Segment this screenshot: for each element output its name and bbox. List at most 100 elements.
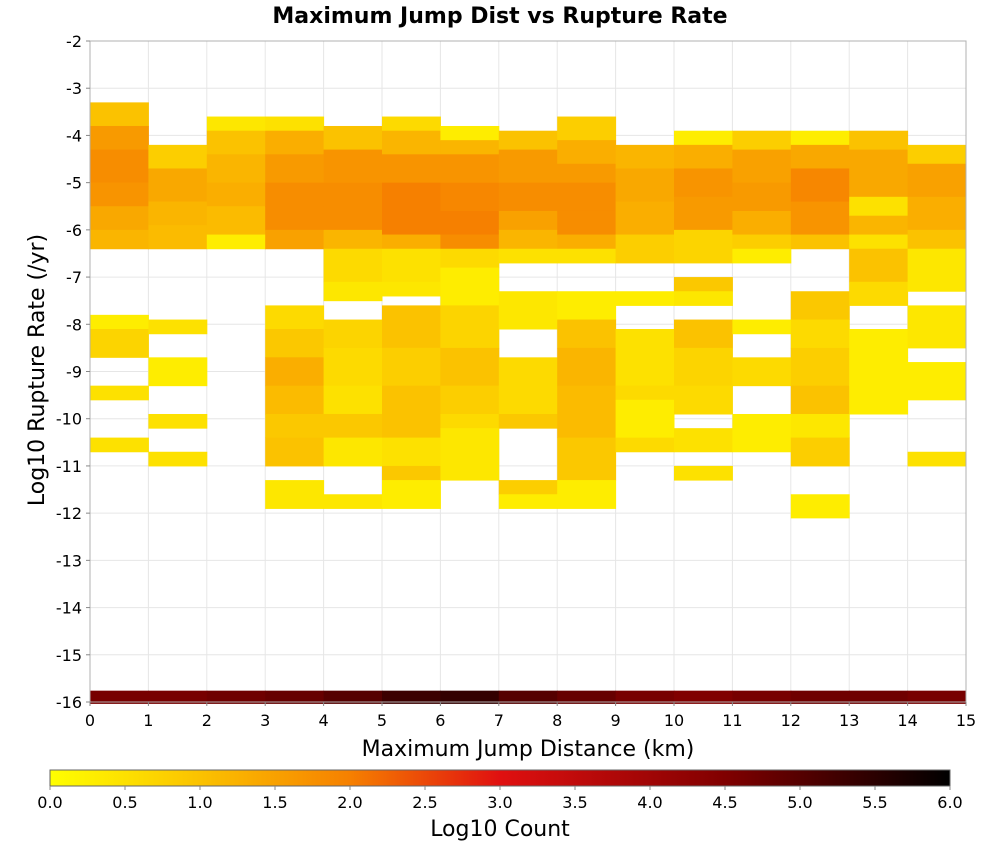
heatmap-cell-x4-1	[323, 149, 383, 184]
x-tick-label-4: 4	[319, 711, 329, 730]
y-tick-label-11: -13	[56, 551, 82, 570]
heatmap-cell-x7-0	[498, 130, 558, 151]
y-tick-label-6: -8	[66, 315, 82, 334]
heatmap-cell-x6-7	[440, 267, 500, 306]
heatmap-cell-x1-4	[148, 319, 208, 335]
heatmap-cell-x3-0	[265, 116, 325, 132]
y-tick-label-5: -7	[66, 268, 82, 287]
heatmap-cell-x6-2	[440, 154, 500, 184]
x-tick-label-1: 1	[143, 711, 153, 730]
heatmap-cell-x4-9	[323, 385, 383, 415]
heatmap-cell-x5-5	[382, 234, 441, 250]
x-tick-label-14: 14	[897, 711, 917, 730]
x-axis-label: Maximum Jump Distance (km)	[362, 737, 695, 762]
heatmap-cell-x3-6	[265, 305, 325, 330]
heatmap-cell-x13-5	[849, 248, 909, 283]
heatmap-cell-x5-3	[382, 182, 441, 212]
heatmap-cell-x6-10	[440, 385, 500, 415]
colorbar-tick-label-3: 1.5	[262, 793, 287, 812]
y-tick-label-13: -15	[56, 646, 82, 665]
heatmap-cell-x2-5	[206, 234, 266, 250]
heatmap-cell-x7-3	[498, 210, 558, 231]
heatmap-cells	[90, 102, 967, 704]
y-tick-label-4: -6	[66, 221, 82, 240]
heatmap-cell-x4-10	[323, 413, 383, 439]
heatmap-cell-x11-6	[732, 319, 792, 335]
heatmap-cell-x13-3	[849, 215, 909, 236]
heatmap-cell-x1-7	[148, 451, 208, 467]
colorbar	[49, 769, 951, 787]
heatmap-cell-x1-3	[148, 225, 208, 250]
heatmap-cell-x4-3	[323, 206, 383, 231]
colorbar-tick-label-0: 0.0	[37, 793, 62, 812]
x-tick-label-15: 15	[956, 711, 976, 730]
heatmap-cell-x5-2	[382, 154, 441, 184]
heatmap-cell-x6-6	[440, 248, 500, 269]
heatmap-cell-x8-8	[557, 319, 617, 349]
colorbar-tick-label-10: 5.0	[787, 793, 812, 812]
heatmap-cell-x7-8	[498, 413, 558, 429]
y-tick-label-1: -3	[66, 79, 82, 98]
heatmap-cell-x2-3	[206, 182, 266, 207]
heatmap-cell-x9-1	[615, 168, 675, 203]
x-tick-label-8: 8	[552, 711, 562, 730]
heatmap-cell-bottom-0	[90, 690, 149, 704]
x-tick-label-7: 7	[494, 711, 504, 730]
heatmap-cell-x3-11	[265, 437, 325, 467]
heatmap-cell-x14-2	[907, 196, 967, 231]
heatmap-cell-bottom-4	[323, 690, 383, 704]
heatmap-cell-x1-0	[148, 144, 208, 169]
heatmap-cell-x1-6	[148, 413, 208, 429]
heatmap-cell-x13-4	[849, 234, 909, 250]
heatmap-cell-x0-1	[90, 125, 149, 151]
heatmap-cell-x12-10	[790, 437, 850, 467]
heatmap-cell-x8-10	[557, 385, 617, 439]
heatmap-cell-x13-8	[849, 357, 909, 387]
colorbar-tick-label-1: 0.5	[112, 793, 137, 812]
heatmap-cell-x7-9	[498, 480, 558, 495]
heatmap-cell-bottom-2	[206, 690, 266, 704]
heatmap-cell-x3-5	[265, 229, 325, 250]
heatmap-cell-x6-5	[440, 234, 500, 250]
heatmap-cell-x7-4	[498, 229, 558, 250]
y-tick-label-10: -12	[56, 504, 82, 523]
heatmap-cell-x5-0	[382, 116, 441, 132]
heatmap-cell-x5-13	[382, 480, 441, 509]
heatmap-cell-x4-6	[323, 281, 383, 302]
heatmap-cell-x12-1	[790, 144, 850, 169]
heatmap-cell-x4-5	[323, 248, 383, 283]
heatmap-cell-bottom-11	[732, 690, 792, 704]
x-tick-label-12: 12	[781, 711, 801, 730]
heatmap-cell-x0-8	[90, 385, 149, 401]
y-axis-ticks: -2 -3 -4 -5 -6 -7 -8 -9 -10 -11 -12 -13 -14 -15 -16	[56, 32, 90, 712]
heatmap-cell-x6-4	[440, 210, 500, 236]
heatmap-cell-bottom-14	[907, 690, 967, 704]
x-tick-label-5: 5	[377, 711, 387, 730]
heatmap-cell-x3-7	[265, 329, 325, 358]
heatmap-cell-x9-8	[615, 437, 675, 453]
colorbar-ticks: 0.0 0.5 1.0 1.5 2.0 2.5 3.0 3.5 4.0 4.5 5.0 5.5 6.0	[37, 786, 963, 812]
heatmap-cell-x1-1	[148, 168, 208, 203]
y-tick-label-9: -11	[56, 457, 82, 476]
heatmap-cell-x10-0	[674, 130, 733, 146]
heatmap-cell-x3-9	[265, 385, 325, 415]
heatmap-cell-x13-7	[849, 329, 909, 358]
heatmap-cell-bottom-5	[382, 690, 441, 704]
heatmap-cell-x10-6	[674, 291, 733, 306]
heatmap-cell-x13-1	[849, 149, 909, 198]
heatmap-cell-x7-7	[498, 357, 558, 415]
heatmap-cell-x10-1	[674, 144, 733, 169]
heatmap-cell-x3-4	[265, 206, 325, 231]
heatmap-cell-bottom-1	[148, 690, 208, 704]
heatmap-cell-x11-2	[732, 182, 792, 212]
y-tick-label-7: -9	[66, 363, 82, 382]
colorbar-tick-label-11: 5.5	[862, 793, 887, 812]
heatmap-cell-x0-2	[90, 149, 149, 184]
heatmap-cell-x6-11	[440, 413, 500, 429]
heatmap-cell-x5-4	[382, 210, 441, 236]
x-tick-label-9: 9	[611, 711, 621, 730]
colorbar-tick-label-2: 1.0	[187, 793, 212, 812]
heatmap-cell-x12-5	[790, 291, 850, 321]
heatmap-cell-x4-12	[323, 494, 383, 509]
